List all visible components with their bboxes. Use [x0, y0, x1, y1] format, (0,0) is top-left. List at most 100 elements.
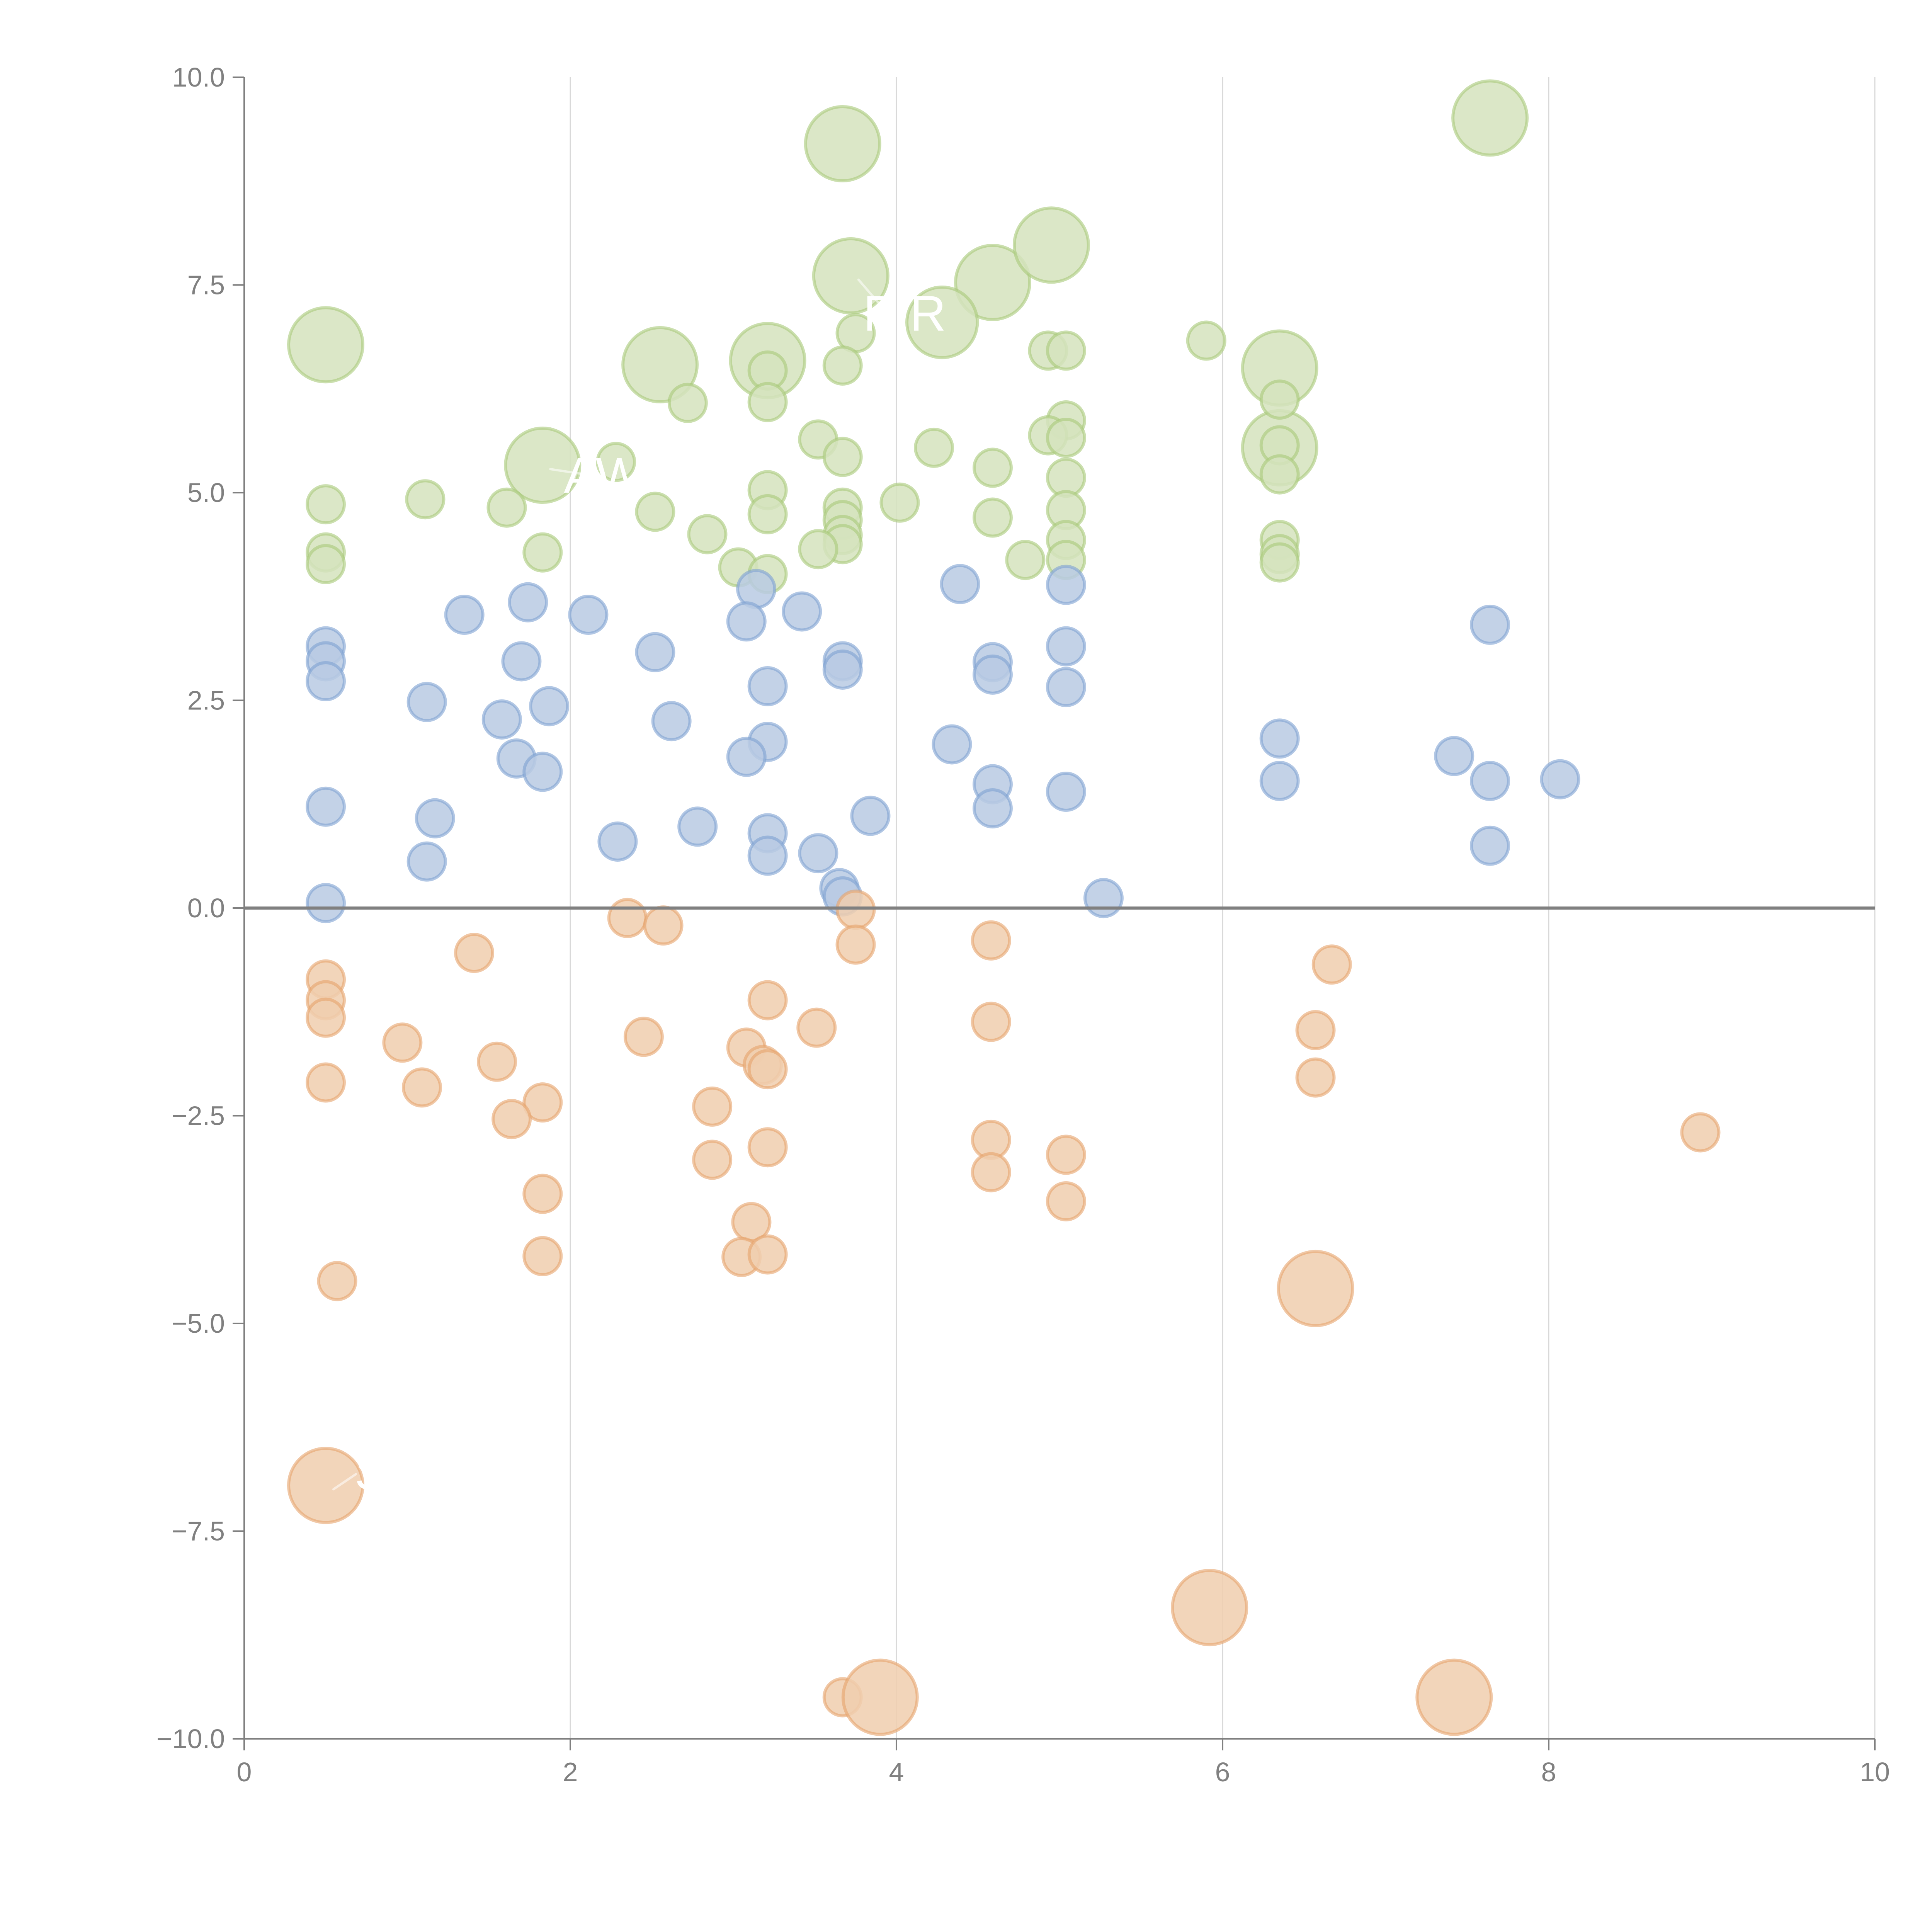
bubble-blue-23 — [747, 666, 788, 706]
bubble-orange-15 — [477, 1041, 517, 1082]
bubble-blue-3 — [444, 595, 485, 635]
bubble-green-32 — [306, 484, 346, 525]
bubble-green-40 — [879, 482, 920, 523]
bubble-blue-51 — [1540, 759, 1580, 799]
bubble-green-15 — [747, 382, 788, 422]
bubble-orange-22 — [692, 1086, 733, 1127]
bubble-blue-49 — [1470, 761, 1510, 801]
bubble-orange-5 — [1311, 944, 1352, 985]
bubble-green-43 — [687, 514, 728, 554]
bubble-green-31 — [596, 442, 636, 482]
bubble-orange-4 — [971, 920, 1011, 961]
bubble-blue-43 — [1046, 772, 1086, 812]
bubble-orange-29 — [1046, 1181, 1086, 1221]
bubble-green-3 — [812, 237, 889, 315]
x-tick-label: 8 — [1541, 1757, 1556, 1787]
annotation-leader-line — [332, 1473, 357, 1491]
bubble-blue-6 — [568, 595, 609, 635]
annotation-leader-line — [549, 468, 605, 478]
bubble-blue-11 — [651, 701, 692, 742]
bubble-green-28 — [914, 427, 954, 468]
x-tick-label: 4 — [889, 1757, 904, 1787]
bubble-blue-50 — [1470, 825, 1510, 866]
y-axis-ticks: 10.0 7.5 5.0 2.5 0.0 −2.5 −5.0 −7.5 −10.0 — [156, 62, 244, 1754]
bubble-orange-23 — [692, 1139, 733, 1180]
x-tick-label: 10 — [1860, 1757, 1890, 1787]
bubble-green-17 — [1186, 320, 1226, 361]
annotation-label: P R — [863, 285, 946, 342]
bubble-orange-2 — [835, 889, 876, 930]
bubble-blue-40 — [1046, 565, 1086, 605]
bubble-orange-9 — [454, 933, 495, 973]
bubble-blue-22 — [782, 591, 822, 632]
bubble-blue-48 — [1434, 736, 1475, 776]
bubble-blue-4 — [508, 582, 548, 622]
y-tick-label: −10.0 — [156, 1724, 225, 1754]
bubble-green-13 — [822, 345, 863, 386]
bubble-blue-16 — [406, 841, 447, 882]
bubble-orange-31 — [1295, 1057, 1336, 1098]
bubble-orange-42 — [1171, 1569, 1248, 1646]
bubble-orange-0 — [607, 898, 648, 938]
bubble-blue-33 — [822, 649, 863, 690]
bubble-green-25 — [1259, 454, 1300, 495]
bubble-green-37 — [747, 494, 788, 534]
bubble-blue-18 — [677, 806, 718, 847]
bubble-blue-46 — [1259, 761, 1300, 801]
bubble-blue-34 — [940, 564, 980, 604]
bubble-orange-20 — [522, 1082, 563, 1123]
bubble-green-29 — [972, 447, 1013, 488]
y-tick-label: 7.5 — [187, 270, 225, 300]
bubble-orange-28 — [1046, 1134, 1086, 1175]
bubble-orange-12 — [623, 1017, 664, 1057]
bubble-blue-15 — [415, 798, 455, 838]
bubble-orange-33 — [522, 1173, 563, 1214]
bubble-blue-44 — [1083, 878, 1124, 918]
bubble-orange-38 — [747, 1234, 788, 1275]
bubble-orange-34 — [522, 1236, 563, 1276]
bubble-orange-19 — [401, 1067, 442, 1108]
bubble-orange-25 — [971, 1002, 1011, 1042]
bubble-blue-10 — [635, 632, 675, 672]
y-tick-label: 2.5 — [187, 685, 225, 716]
bubble-blue-29 — [850, 796, 891, 836]
bubble-blue-5 — [501, 641, 542, 682]
bubble-green-6 — [905, 286, 979, 359]
bubble-green-35 — [635, 492, 675, 532]
bubble-orange-3 — [835, 924, 876, 965]
bubble-green-53 — [1005, 540, 1046, 580]
bubble-blue-39 — [972, 788, 1013, 828]
bubble-blue-45 — [1259, 718, 1300, 759]
series-blue — [306, 564, 1580, 923]
bubble-orange-24 — [747, 1127, 788, 1168]
bubble-orange-17 — [747, 1049, 788, 1090]
bubble-orange-30 — [1295, 1010, 1336, 1051]
y-tick-label: −2.5 — [172, 1101, 225, 1131]
bubble-green-19 — [1046, 330, 1086, 371]
bubble-orange-27 — [971, 1152, 1011, 1192]
bubble-blue-37 — [972, 654, 1013, 695]
series-green — [287, 79, 1529, 594]
x-tick-label: 2 — [563, 1757, 578, 1787]
bubble-green-5 — [1012, 206, 1090, 284]
bubble-orange-40 — [1277, 1250, 1354, 1327]
bubble-orange-43 — [841, 1658, 919, 1736]
bubble-green-33 — [405, 479, 446, 520]
bubble-orange-1 — [643, 905, 684, 946]
bubble-blue-27 — [747, 835, 788, 876]
bubble-green-2 — [1451, 79, 1529, 157]
y-tick-label: −7.5 — [172, 1516, 225, 1546]
bubble-blue-41 — [1046, 626, 1086, 667]
bubble-green-22 — [1046, 418, 1086, 458]
bubble-green-16 — [667, 383, 708, 423]
bubble-blue-9 — [529, 686, 570, 726]
bubble-orange-13 — [382, 1022, 423, 1063]
bubble-green-48 — [306, 544, 346, 584]
annotations: AWA P R S — [332, 278, 946, 1500]
bubble-orange-11 — [796, 1007, 837, 1048]
axes — [243, 77, 1875, 1740]
bubble-blue-47 — [1470, 604, 1510, 645]
bubble-green-1 — [804, 105, 881, 182]
bubble-orange-18 — [306, 1062, 346, 1103]
annotation-label: S — [355, 1444, 388, 1500]
